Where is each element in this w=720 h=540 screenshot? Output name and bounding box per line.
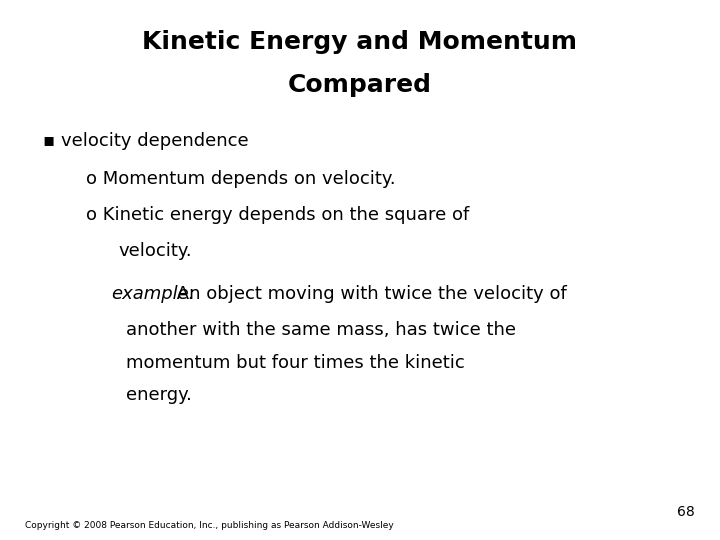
Text: o Kinetic energy depends on the square of: o Kinetic energy depends on the square o… bbox=[86, 206, 469, 224]
Text: An object moving with twice the velocity of: An object moving with twice the velocity… bbox=[171, 285, 567, 303]
Text: momentum but four times the kinetic: momentum but four times the kinetic bbox=[126, 354, 464, 372]
Text: ▪ velocity dependence: ▪ velocity dependence bbox=[43, 132, 249, 150]
Text: Compared: Compared bbox=[288, 73, 432, 97]
Text: example:: example: bbox=[112, 285, 195, 303]
Text: another with the same mass, has twice the: another with the same mass, has twice th… bbox=[126, 321, 516, 339]
Text: energy.: energy. bbox=[126, 386, 192, 404]
Text: 68: 68 bbox=[677, 505, 695, 519]
Text: velocity.: velocity. bbox=[119, 242, 192, 260]
Text: Copyright © 2008 Pearson Education, Inc., publishing as Pearson Addison-Wesley: Copyright © 2008 Pearson Education, Inc.… bbox=[25, 521, 394, 530]
Text: Kinetic Energy and Momentum: Kinetic Energy and Momentum bbox=[143, 30, 577, 53]
Text: o Momentum depends on velocity.: o Momentum depends on velocity. bbox=[86, 170, 396, 188]
